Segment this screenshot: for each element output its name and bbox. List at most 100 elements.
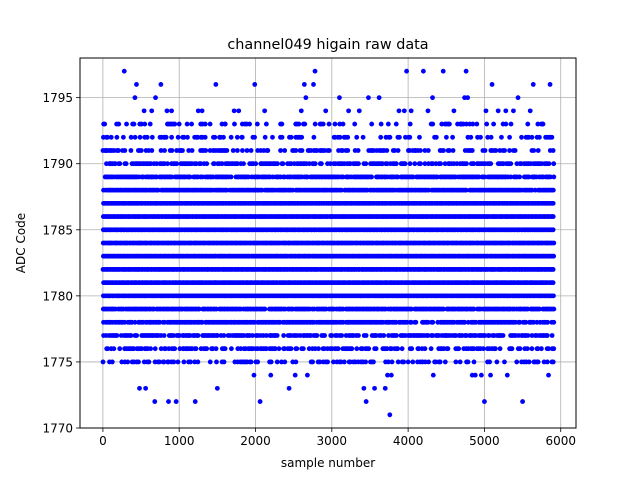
data-point <box>471 306 477 312</box>
data-point <box>132 319 138 325</box>
data-point <box>525 333 531 338</box>
data-point <box>373 333 379 338</box>
data-point-outlier <box>137 385 142 391</box>
data-point <box>384 148 390 153</box>
data-point <box>464 161 469 167</box>
data-point <box>172 121 178 127</box>
x-tick-label: 3000 <box>317 434 348 448</box>
data-point-outlier <box>413 148 419 153</box>
data-point <box>131 121 137 127</box>
data-point <box>480 346 486 352</box>
data-point <box>524 346 530 352</box>
data-point <box>264 333 269 338</box>
data-point <box>408 319 414 325</box>
data-point <box>482 333 488 338</box>
data-point <box>114 333 120 338</box>
data-point <box>551 293 556 299</box>
data-point <box>349 346 355 352</box>
data-point <box>105 346 111 352</box>
data-point <box>132 134 138 140</box>
data-point <box>122 148 128 153</box>
data-point-outlier <box>231 108 237 114</box>
data-point <box>274 359 280 365</box>
data-point <box>537 306 542 312</box>
data-point <box>393 161 399 167</box>
data-point <box>426 359 431 365</box>
data-point-outlier <box>114 121 120 127</box>
data-point <box>471 359 477 365</box>
data-point-outlier <box>178 148 184 153</box>
data-point-outlier <box>482 399 487 404</box>
data-point <box>441 148 446 153</box>
data-point <box>228 134 234 140</box>
data-point <box>517 174 523 180</box>
data-point <box>551 306 557 312</box>
data-point-outlier <box>404 68 409 74</box>
data-point <box>123 161 129 167</box>
data-point <box>395 359 401 365</box>
data-point <box>174 161 180 167</box>
data-point <box>546 346 551 352</box>
data-point <box>529 333 535 338</box>
x-tick-label: 4000 <box>393 434 424 448</box>
data-point <box>551 174 557 180</box>
data-point <box>463 333 469 338</box>
data-point <box>507 134 512 140</box>
data-point <box>360 134 366 140</box>
data-point-outlier <box>346 108 351 114</box>
data-point <box>529 346 535 352</box>
data-point <box>551 161 557 167</box>
data-point <box>416 346 422 352</box>
data-point <box>389 359 395 365</box>
data-point <box>550 200 556 206</box>
data-point <box>363 333 369 338</box>
data-point-outlier <box>495 108 501 114</box>
data-point <box>551 253 557 259</box>
data-point-outlier <box>451 108 457 114</box>
data-point-outlier <box>298 108 304 114</box>
data-point <box>500 333 506 338</box>
data-point-outlier <box>489 82 495 87</box>
data-point <box>493 346 498 352</box>
data-point <box>224 148 230 153</box>
data-point <box>529 134 535 140</box>
data-point-outlier <box>440 68 446 74</box>
data-point <box>345 148 351 153</box>
data-point <box>306 346 312 352</box>
data-point <box>175 134 181 140</box>
data-point <box>299 148 305 153</box>
data-point <box>221 333 227 338</box>
data-point <box>535 346 541 352</box>
data-point <box>523 319 529 325</box>
data-point <box>394 333 399 338</box>
data-point <box>457 359 463 365</box>
data-point <box>189 148 195 153</box>
data-point-outlier <box>376 95 382 101</box>
data-point <box>550 267 556 272</box>
data-point <box>550 214 556 219</box>
data-point <box>428 346 434 352</box>
data-point-outlier <box>305 372 310 378</box>
data-point <box>450 134 455 140</box>
data-point <box>413 319 419 325</box>
data-point <box>549 134 555 140</box>
x-tick-label: 1000 <box>164 434 195 448</box>
data-point-outlier <box>503 108 509 114</box>
data-point <box>221 359 227 365</box>
data-point <box>314 333 320 338</box>
data-point <box>279 134 285 140</box>
data-point <box>278 148 283 153</box>
data-point <box>316 346 321 352</box>
data-point <box>214 359 219 365</box>
data-point-outlier <box>303 95 309 101</box>
data-point-outlier <box>356 108 362 114</box>
data-point <box>443 134 449 140</box>
data-point-outlier <box>251 372 257 378</box>
data-point <box>441 306 446 312</box>
data-point-outlier <box>520 399 525 404</box>
data-point <box>156 359 162 365</box>
data-point <box>417 148 423 153</box>
data-point <box>254 121 260 127</box>
data-point <box>494 359 500 365</box>
data-point-outlier <box>199 108 205 114</box>
